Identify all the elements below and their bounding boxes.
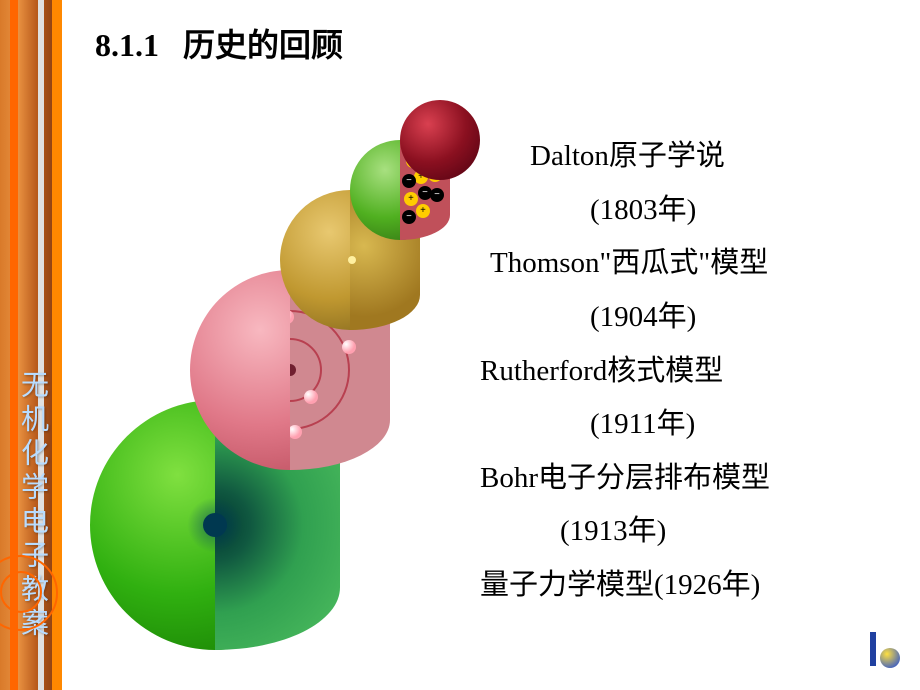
model-name: Bohr电子分层排布模型 bbox=[480, 452, 920, 506]
atom-models-diagram: + − + − + − + − + − bbox=[90, 100, 520, 660]
ball-icon bbox=[880, 648, 900, 668]
electron bbox=[304, 390, 318, 404]
page-title: 8.1.1 历史的回顾 bbox=[95, 20, 343, 66]
model-name: Dalton原子学说 bbox=[490, 130, 920, 184]
electron-cloud-core bbox=[203, 513, 227, 537]
model-list: Dalton原子学说 (1803年) Thomson"西瓜式"模型 (1904年… bbox=[490, 130, 920, 613]
negative-charge-icon: − bbox=[430, 188, 444, 202]
nucleus bbox=[348, 256, 356, 264]
positive-charge-icon: + bbox=[404, 192, 418, 206]
model-year: (1904年) bbox=[490, 291, 920, 345]
dalton-model-sphere bbox=[400, 100, 480, 180]
model-year: (1911年) bbox=[490, 398, 920, 452]
sidebar: 无机化学电子教案 bbox=[0, 0, 62, 690]
model-name: Thomson"西瓜式"模型 bbox=[490, 237, 920, 291]
model-name: 量子力学模型(1926年) bbox=[480, 559, 920, 613]
positive-charge-icon: + bbox=[416, 204, 430, 218]
electron bbox=[290, 425, 302, 439]
section-number: 8.1.1 bbox=[95, 27, 159, 63]
model-year: (1803年) bbox=[490, 184, 920, 238]
negative-charge-icon: − bbox=[402, 210, 416, 224]
sidebar-decoration-circle bbox=[0, 571, 42, 613]
electron bbox=[342, 340, 356, 354]
model-year: (1913年) bbox=[490, 505, 920, 559]
section-title: 历史的回顾 bbox=[183, 27, 343, 63]
model-name: Rutherford核式模型 bbox=[480, 345, 920, 399]
slide-decoration-icon bbox=[860, 630, 900, 670]
negative-charge-icon: − bbox=[402, 174, 416, 188]
bar-icon bbox=[870, 632, 876, 666]
